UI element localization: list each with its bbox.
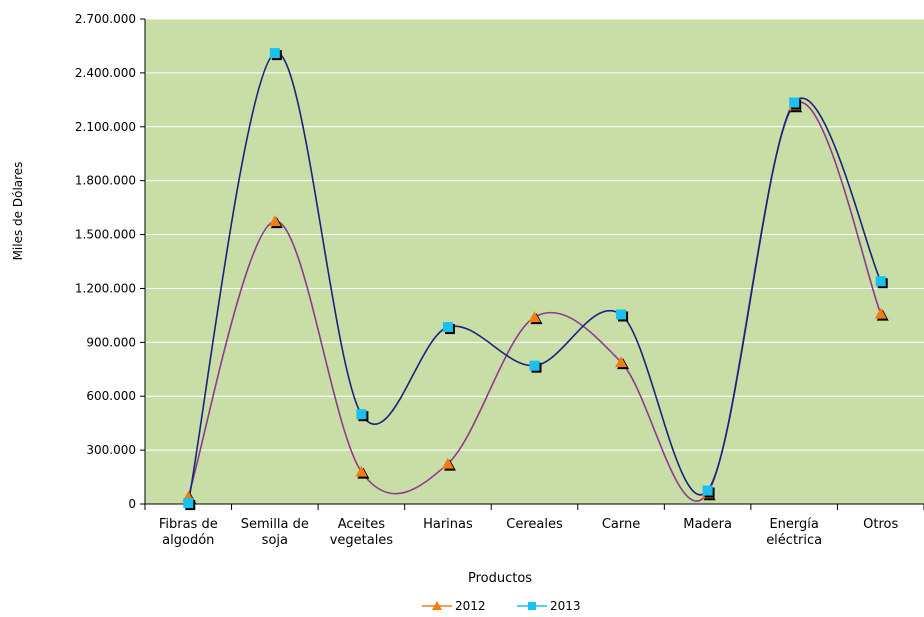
data-point-2013-3 — [442, 322, 455, 335]
x-tick-label: Energía eléctrica — [766, 517, 822, 548]
marker-fill — [268, 215, 281, 227]
y-tick-label: 2.100.000 — [75, 120, 136, 134]
data-point-2013-5 — [616, 309, 629, 322]
data-point-2013-4 — [529, 360, 542, 373]
marker-fill — [528, 311, 541, 323]
marker-fill — [615, 356, 628, 368]
data-point-2012-8 — [874, 307, 889, 321]
gridlines — [145, 18, 924, 451]
y-tick-label: 0 — [128, 497, 136, 511]
x-axis-title: Productos — [468, 571, 532, 586]
legend-label: 2012 — [455, 599, 486, 613]
y-axis-title: Miles de Dólares — [11, 162, 25, 261]
plot-area — [145, 19, 924, 504]
data-point-2013-1 — [269, 48, 282, 61]
marker-fill — [441, 457, 454, 469]
x-tick-label: Fibras de algodón — [159, 517, 218, 548]
marker-fill — [355, 465, 368, 477]
data-point-2012-3 — [441, 457, 456, 471]
y-axis-ticks: 0 300.000 600.000 900.000 1.200.000 1.500.000… — [75, 12, 145, 511]
x-tick-label: Otros — [863, 517, 898, 532]
marker-fill — [356, 409, 367, 420]
legend-entry-2013: 2013 — [517, 599, 581, 613]
data-point-2013-2 — [356, 409, 369, 422]
marker-fill — [702, 485, 713, 496]
marker-fill — [442, 322, 453, 333]
x-tick-label: Carne — [602, 517, 640, 532]
marker-fill — [616, 309, 627, 320]
y-tick-label: 1.200.000 — [75, 281, 136, 295]
y-tick-label: 1.800.000 — [75, 174, 136, 188]
data-point-2012-2 — [355, 465, 370, 479]
marker-fill — [269, 48, 280, 59]
legend: 2012 2013 — [422, 599, 581, 613]
y-tick-label: 600.000 — [86, 389, 136, 403]
data-point-2013-6 — [702, 485, 715, 498]
marker-fill — [789, 97, 800, 108]
legend-entry-2012: 2012 — [422, 599, 486, 613]
data-point-2012-5 — [615, 356, 630, 370]
data-point-2012-1 — [268, 215, 283, 229]
x-tick-label: Aceites vegetales — [330, 517, 394, 548]
axes — [144, 19, 924, 505]
marker-fill — [529, 360, 540, 371]
x-tick-label: Semilla de soja — [241, 517, 309, 548]
x-axis-ticks: Fibras de algodón Semilla de soja Aceites veg… — [144, 504, 924, 548]
marker-fill — [875, 276, 886, 287]
data-point-2013-7 — [789, 97, 802, 110]
data-point-2012-4 — [528, 311, 543, 325]
y-tick-label: 2.700.000 — [75, 12, 136, 26]
legend-marker — [528, 602, 536, 610]
y-tick-label: 1.500.000 — [75, 228, 136, 242]
x-tick-label: Madera — [683, 517, 732, 532]
marker-fill — [183, 498, 194, 509]
data-point-2013-0 — [183, 498, 196, 511]
series-markers — [182, 48, 889, 511]
y-tick-label: 2.400.000 — [75, 66, 136, 80]
legend-label: 2013 — [550, 599, 581, 613]
data-point-2013-8 — [875, 276, 888, 289]
x-tick-label: Cereales — [506, 517, 563, 532]
marker-fill — [874, 307, 887, 319]
y-tick-label: 900.000 — [86, 335, 136, 349]
y-tick-label: 300.000 — [86, 443, 136, 457]
legend-marker — [432, 601, 442, 610]
x-tick-label: Harinas — [423, 517, 473, 532]
